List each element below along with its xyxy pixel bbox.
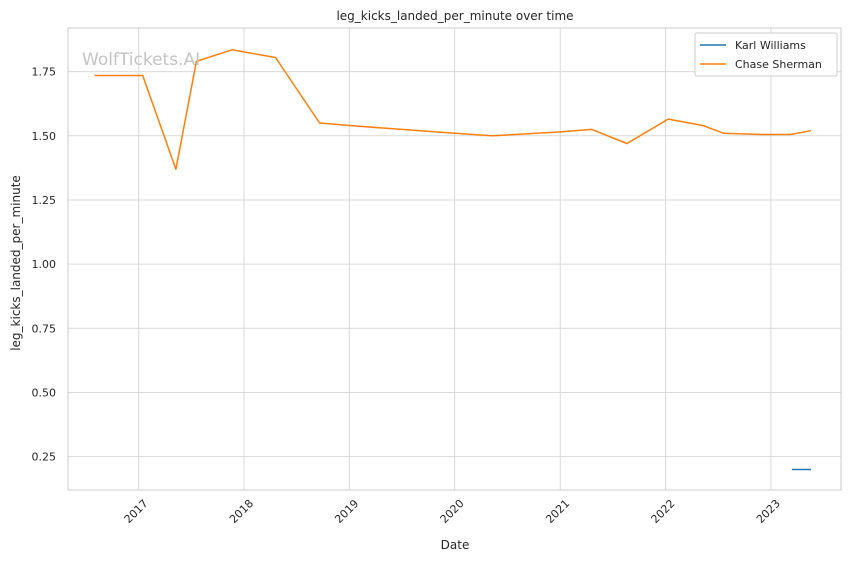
y-tick-label: 0.50 [32, 386, 57, 399]
grid-lines [68, 28, 841, 490]
x-tick-label: 2019 [332, 497, 361, 526]
x-tick-label: 2023 [754, 497, 783, 526]
x-tick-label: 2018 [227, 497, 256, 526]
x-tick-label: 2020 [438, 497, 467, 526]
series-lines [94, 49, 812, 471]
y-tick-label: 1.75 [32, 66, 57, 79]
y-tick-label: 0.75 [32, 322, 57, 335]
y-tick-label: 1.50 [32, 130, 57, 143]
x-tick-label: 2021 [543, 497, 572, 526]
plot-frame [67, 27, 842, 491]
series-line-chase-sherman [94, 49, 812, 170]
y-axis-title: leg_kicks_landed_per_minute [9, 175, 23, 351]
y-tick-label: 1.25 [32, 194, 57, 207]
x-tick-label: 2022 [649, 497, 678, 526]
y-tick-label: 1.00 [32, 258, 57, 271]
legend-label-chase-sherman: Chase Sherman [735, 58, 822, 71]
x-tick-label: 2017 [122, 497, 151, 526]
watermark-text: WolfTickets.AI [82, 50, 200, 70]
y-tick-label: 0.25 [32, 451, 57, 464]
chart-title: leg_kicks_landed_per_minute over time [336, 9, 573, 23]
legend-label-karl-williams: Karl Williams [735, 39, 806, 52]
x-axis-title: Date [441, 538, 470, 552]
legend: Karl Williams Chase Sherman [694, 32, 838, 77]
legend-box [694, 32, 838, 77]
